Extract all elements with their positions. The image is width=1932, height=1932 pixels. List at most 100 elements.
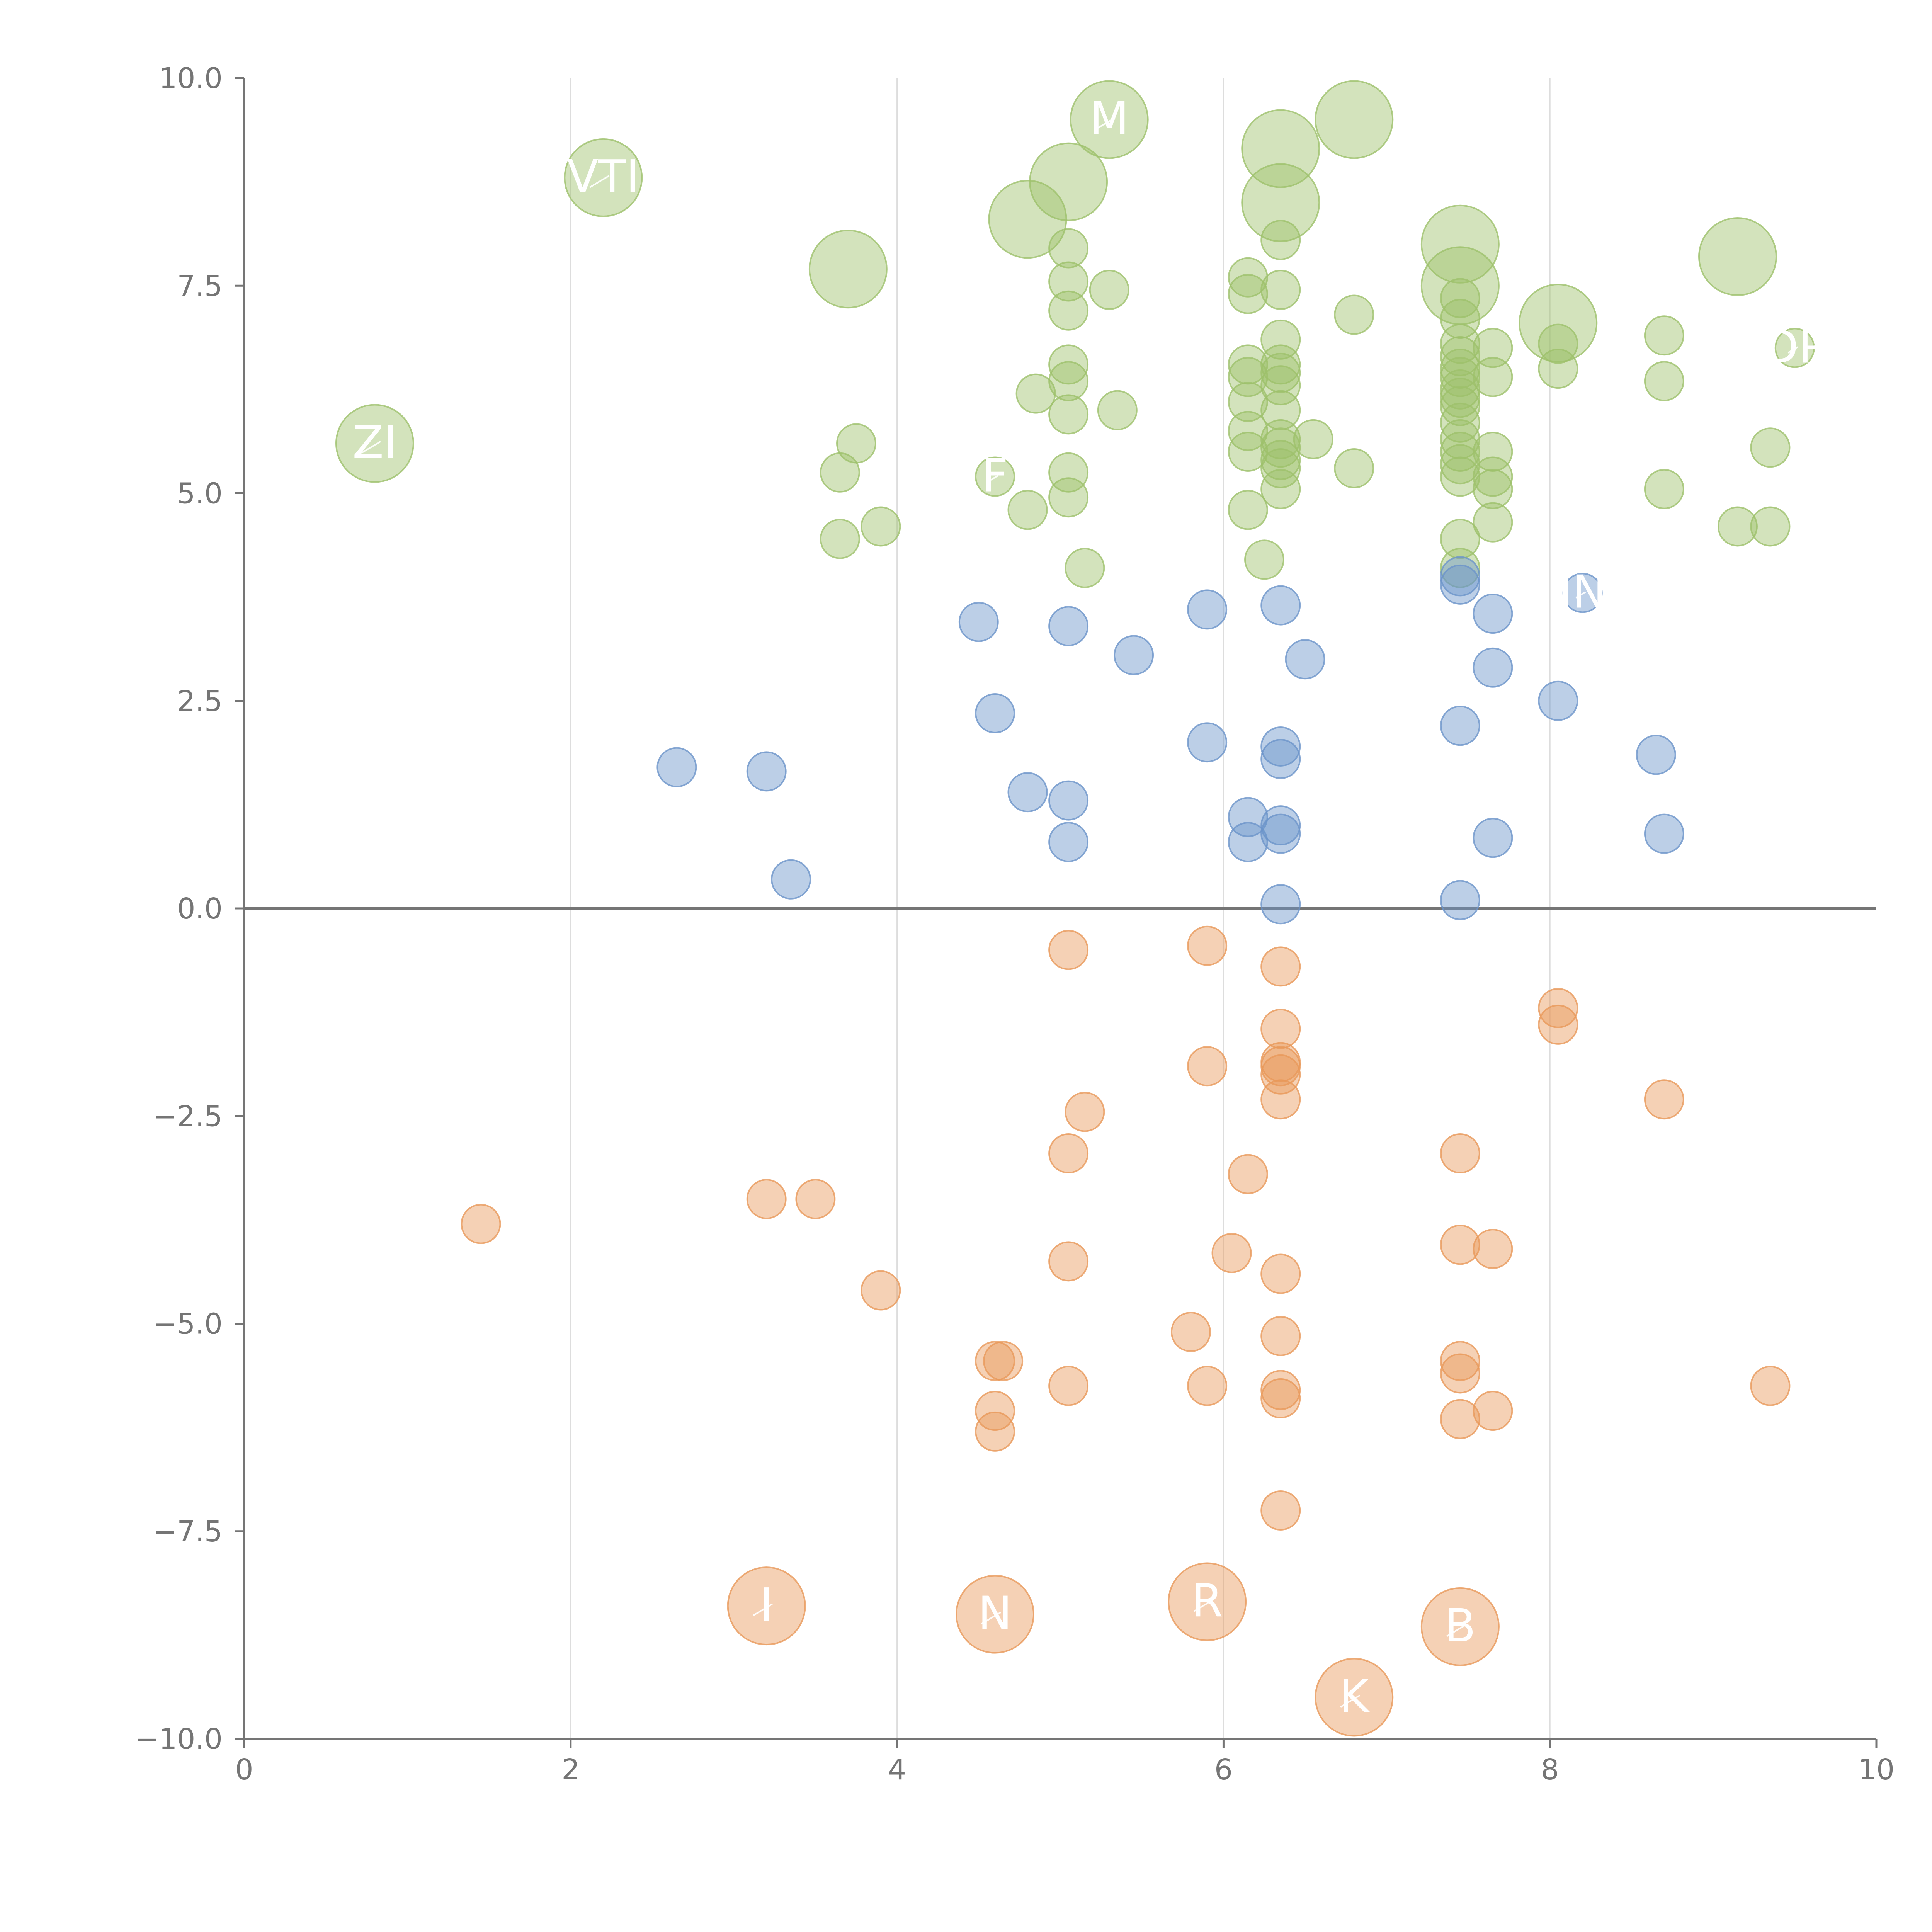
bubble-orange [1260,1378,1301,1418]
x-tick-label: 8 [1541,1753,1559,1786]
bubble-green [1007,490,1048,530]
bubble-green [1440,432,1480,472]
bubble-orange [1260,1253,1301,1294]
bubble-green [1260,365,1301,406]
bubble-orange [1260,1046,1301,1087]
bubble-green [808,230,888,309]
bubble-orange [1473,1229,1513,1269]
bubble-orange [1260,1490,1301,1531]
y-tick-label: −5.0 [153,1308,223,1341]
bubble-blue [1260,726,1301,767]
bubble-blue [1007,772,1048,813]
bubble-green [1440,323,1480,364]
bubble-green [1440,444,1480,485]
bubble-orange [1440,1133,1480,1173]
y-tick-label: −2.5 [153,1100,223,1133]
bubble-green [1089,269,1129,310]
bubble-blue [1440,564,1480,605]
bubble-green [1029,142,1108,221]
point-label: VTI [567,150,639,203]
bubble-green [1228,432,1268,472]
bubble-orange [1440,1353,1480,1394]
label-leader [361,440,381,454]
bubble-blue [656,747,697,787]
label-leader [752,1603,773,1616]
bubble-green [1334,294,1374,335]
bubble-green [1260,352,1301,393]
bubble-green [1048,261,1089,302]
bubble-green [1440,357,1480,397]
x-tick-label: 4 [888,1753,906,1786]
bubble-orange [1048,1241,1089,1282]
data-points [335,80,1815,1737]
bubble-orange [975,1411,1015,1452]
bubble-blue [1473,647,1513,688]
x-tick-label: 6 [1214,1753,1233,1786]
bubble-green [1260,319,1301,360]
bubble-blue [1260,884,1301,925]
bubble-green [1260,419,1301,459]
bubble-green [1440,519,1480,559]
bubble-green [1260,344,1301,385]
bubble-orange [727,1566,806,1646]
point-label: DP [1764,320,1826,373]
bubble-orange [1538,1004,1578,1045]
bubble-green [1048,361,1089,401]
label-leader [1787,346,1798,354]
bubble-blue [1187,589,1228,630]
bubble-green [1228,344,1268,385]
bubble-green [1015,373,1056,414]
bubble-blue [1473,818,1513,858]
bubble-green [1048,290,1089,331]
y-tick-label: 10.0 [159,62,223,95]
bubble-green [1241,109,1320,188]
bubble-green [1473,502,1513,543]
bubble-orange [1065,1092,1105,1132]
bubble-green [1750,427,1791,468]
bubble-green [1048,452,1089,493]
bubble-green [1048,344,1089,385]
bubble-green [1260,440,1301,480]
bubble-green [1228,382,1268,422]
bubble-blue [1636,735,1676,775]
bubble-green [1260,469,1301,509]
bubble-orange [983,1341,1024,1381]
bubble-orange [795,1179,836,1219]
point-label: R [1191,1574,1223,1627]
bubble-green [1097,390,1138,430]
bubble-green [1420,204,1500,284]
label-leader [988,475,998,482]
bubble-green [1065,548,1105,588]
bubble-green [1538,323,1578,364]
bubble-blue [771,859,811,900]
bubble-green [1315,80,1394,159]
bubble-green [1538,349,1578,389]
bubble-blue [1440,880,1480,920]
bubble-green [1228,357,1268,397]
bubble-green [1440,419,1480,459]
bubble-green [1228,411,1268,451]
bubble-green [1260,427,1301,468]
bubble-green [1473,357,1513,397]
y-tick-label: 2.5 [177,685,223,718]
bubble-green [820,519,860,559]
bubble-orange [975,1391,1015,1431]
bubble-green [1644,315,1684,356]
bubble-green [1750,506,1791,547]
bubble-orange [1048,1366,1089,1406]
bubble-blue [1644,813,1684,854]
bubble-orange [975,1341,1015,1381]
bubble-blue [1048,780,1089,821]
bubble-green [1440,278,1480,318]
bubble-green [1644,361,1684,401]
bubble-green [335,404,414,483]
bubble-green [1260,220,1301,260]
y-tick-label: 0.0 [177,892,223,925]
bubble-blue [1473,594,1513,634]
point-label: K [1339,1670,1370,1723]
bubble-green [1228,257,1268,298]
bubble-green [1440,369,1480,410]
bubble-green [1228,274,1268,314]
label-leader [1340,1694,1361,1708]
